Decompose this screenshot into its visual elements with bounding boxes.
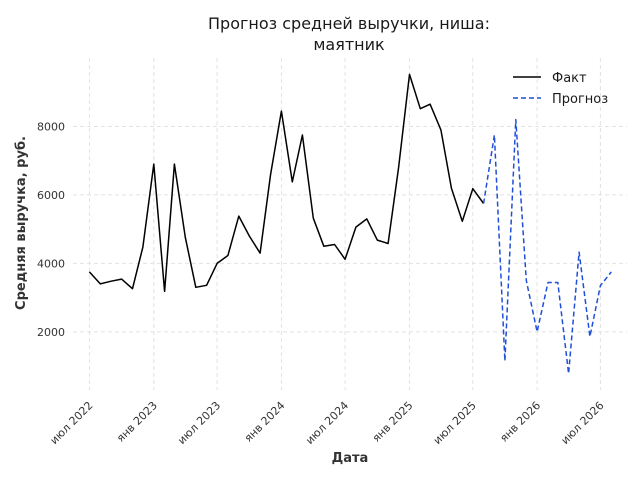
legend-label-forecast: Прогноз <box>552 92 608 107</box>
series-line-fact <box>88 73 485 293</box>
legend-label-fact: Факт <box>552 71 587 86</box>
series-layer <box>88 73 612 375</box>
grid-lines <box>73 58 627 390</box>
y-tick-label: 4000 <box>37 257 65 270</box>
y-tick-label: 8000 <box>37 120 65 133</box>
legend: Факт Прогноз <box>513 71 608 107</box>
x-axis-label: Дата <box>332 451 369 466</box>
x-tick-label: июл 2024 <box>303 399 351 447</box>
y-tick-label: 6000 <box>37 189 65 202</box>
series-line-forecast <box>482 118 612 375</box>
x-tick-label: янв 2025 <box>370 399 416 445</box>
x-axis-ticks: июл 2022 янв 2023 июл 2023 янв 2024 июл 2024… <box>48 399 607 447</box>
x-tick-label: июл 2022 <box>48 399 96 447</box>
x-tick-label: янв 2024 <box>242 399 288 445</box>
y-axis-ticks: 2000 4000 6000 8000 <box>37 120 65 338</box>
y-axis-label: Средняя выручка, руб. <box>14 136 29 310</box>
x-tick-label: июл 2023 <box>175 399 223 447</box>
chart-title-line-2: маятник <box>313 35 385 54</box>
chart-title-line-1: Прогноз средней выручки, ниша: <box>208 14 490 33</box>
x-tick-label: июл 2026 <box>559 399 607 447</box>
x-tick-label: янв 2026 <box>497 399 543 445</box>
y-tick-label: 2000 <box>37 326 65 339</box>
x-tick-label: июл 2025 <box>431 399 479 447</box>
x-tick-label: янв 2023 <box>114 399 160 445</box>
